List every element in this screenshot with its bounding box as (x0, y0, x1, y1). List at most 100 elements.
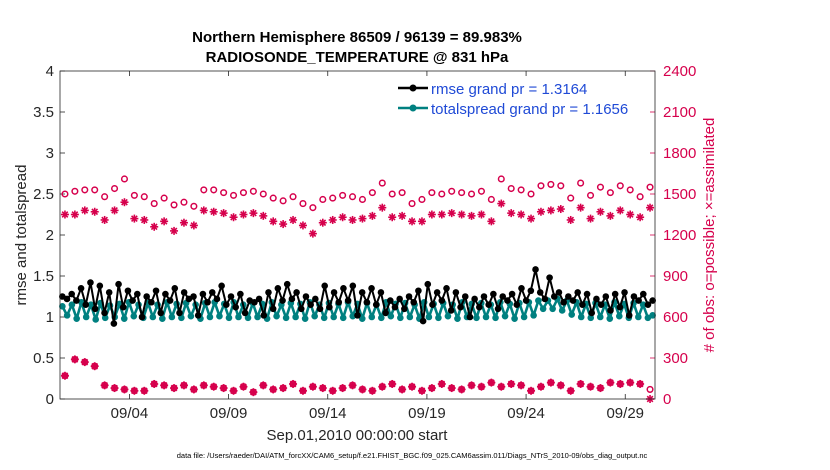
right-tick-label: 1200 (663, 227, 696, 244)
obs-assimilated-marker-low (318, 384, 327, 393)
obs-assimilated-marker (437, 210, 446, 219)
series-point-totalspread (292, 313, 299, 321)
obs-assimilated-marker-low (90, 362, 99, 371)
obs-possible-marker (329, 194, 337, 202)
obs-assimilated-marker-low (110, 384, 119, 393)
obs-assimilated-marker (239, 210, 248, 219)
obs-possible-marker-low (646, 385, 654, 393)
obs-assimilated-marker-low (477, 382, 486, 391)
right-tick-label: 900 (663, 268, 688, 285)
obs-assimilated-marker-low (368, 386, 377, 395)
obs-possible-marker (71, 187, 79, 195)
series-point-rmse (204, 298, 211, 306)
obs-assimilated-marker (447, 209, 456, 218)
obs-possible-marker (130, 191, 138, 199)
obs-assimilated-marker (279, 220, 288, 229)
series-point-rmse (293, 289, 300, 296)
x-axis-label: Sep.01,2010 00:00:00 start (267, 427, 449, 444)
left-tick-label: 2 (46, 227, 54, 244)
obs-possible-marker (458, 189, 466, 197)
series-point-rmse (129, 297, 136, 304)
series-point-rmse (213, 295, 221, 303)
obs-assimilated-marker-low (269, 385, 278, 394)
series-point-rmse (134, 290, 141, 298)
series-point-rmse (297, 305, 305, 313)
series-point-rmse (110, 320, 118, 327)
obs-assimilated-marker-low (378, 382, 387, 391)
series-point-totalspread (397, 314, 404, 322)
series-point-totalspread (187, 312, 195, 320)
right-tick-label: 1800 (663, 145, 696, 162)
obs-assimilated-marker (308, 229, 317, 238)
obs-assimilated-marker-low (586, 382, 595, 391)
chart-title-line2: RADIOSONDE_TEMPERATURE @ 831 hPa (206, 49, 509, 66)
series-point-totalspread (530, 312, 537, 319)
obs-possible-marker (229, 191, 238, 199)
series-point-rmse (87, 279, 94, 286)
right-tick-label: 600 (663, 309, 688, 326)
obs-assimilated-marker (70, 210, 79, 219)
obs-assimilated-marker (576, 203, 585, 212)
series-point-rmse (68, 290, 76, 298)
obs-possible-marker (180, 198, 188, 206)
left-axis-ticks: 0 0.5 1 1.5 2 2.5 3 3.5 4 (33, 63, 65, 408)
series-point-totalspread (425, 313, 433, 321)
series-point-rmse (105, 289, 113, 296)
series-point-rmse (307, 301, 314, 309)
series-point-totalspread (168, 313, 176, 321)
obs-assimilated-marker (289, 215, 298, 224)
obs-possible-marker (368, 189, 376, 197)
series-point-totalspread (82, 313, 90, 321)
obs-assimilated-marker-low (536, 382, 545, 391)
obs-possible-marker (101, 193, 109, 201)
right-tick-label: 1500 (663, 186, 696, 203)
obs-assimilated-marker (179, 218, 188, 227)
obs-assimilated-marker-low (209, 382, 218, 391)
series-point-rmse (429, 301, 436, 309)
series-point-totalspread (206, 313, 214, 321)
obs-possible-marker (537, 182, 545, 190)
series-point-rmse (518, 285, 525, 292)
series-point-totalspread (639, 301, 647, 309)
obs-possible-marker (438, 190, 446, 198)
obs-assimilated-marker-low (239, 382, 248, 391)
obs-possible-marker (220, 189, 228, 197)
series-point-rmse (499, 293, 507, 300)
series-point-rmse (162, 290, 169, 298)
obs-possible-marker (259, 190, 267, 198)
series-point-totalspread (435, 314, 442, 322)
obs-assimilated-marker (408, 217, 417, 226)
obs-possible-marker (210, 186, 218, 194)
series-point-rmse (541, 295, 549, 303)
left-tick-label: 4 (46, 63, 54, 80)
series-point-rmse (504, 297, 511, 304)
series-point-rmse (555, 289, 563, 296)
series-point-rmse (593, 295, 600, 303)
series-point-rmse (546, 274, 553, 281)
series-point-rmse (340, 285, 347, 292)
series-point-rmse (396, 295, 403, 303)
series-point-totalspread (492, 314, 499, 322)
obs-assimilated-marker-low (457, 385, 466, 394)
obs-assimilated-marker (646, 203, 655, 212)
series-point-totalspread (244, 314, 252, 322)
series-point-totalspread (511, 315, 518, 322)
obs-assimilated-marker-low (328, 386, 337, 395)
series-point-rmse (405, 293, 413, 300)
series-point-rmse (288, 295, 296, 303)
series-point-rmse (218, 282, 225, 290)
obs-assimilated-marker (586, 214, 595, 223)
obs-assimilated-marker-low (140, 386, 149, 395)
obs-assimilated-marker-low (388, 379, 397, 388)
legend-label-spread: totalspread grand pr = 1.1656 (431, 101, 628, 118)
series-point-rmse (485, 301, 492, 309)
obs-assimilated-marker (298, 221, 307, 230)
obs-possible-marker (140, 193, 148, 201)
series-point-rmse (265, 289, 272, 296)
series-point-rmse (508, 290, 516, 298)
obs-possible-marker (497, 175, 505, 183)
series-point-rmse (354, 312, 361, 319)
obs-possible-marker (120, 175, 129, 183)
series-point-rmse (527, 287, 535, 295)
series-point-rmse (574, 289, 581, 296)
